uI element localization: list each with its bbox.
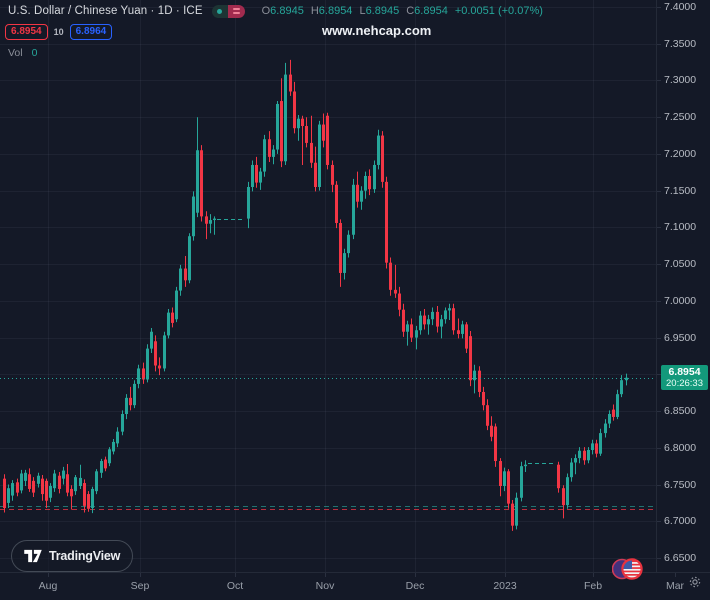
month-label: Aug [38, 580, 58, 592]
ohlc-low: L6.8945 [359, 5, 400, 17]
chart-legend: U.S. Dollar / Chinese Yuan · 1D · ICE O6… [8, 4, 543, 18]
price-tick [657, 485, 661, 486]
tradingview-logo-icon [24, 549, 42, 563]
candles [3, 59, 628, 531]
month-label: Nov [315, 580, 335, 592]
time-axis[interactable]: Aug Sep Oct Nov Dec 2023 Feb Mar [0, 572, 710, 600]
last-price-value: 6.8954 [668, 366, 701, 378]
price-axis[interactable]: 6.8954 20:26:33 7.4000 7.3500 7.3000 7.2500… [656, 0, 710, 572]
volume-row: Vol 0 [8, 47, 37, 59]
price-tick [657, 117, 661, 118]
price-label: 7.2000 [664, 148, 697, 160]
month-label: 2023 [493, 580, 517, 592]
price-label: 7.3500 [664, 38, 697, 50]
month-label: Mar [665, 580, 685, 592]
ohlc-close: C6.8954 [406, 5, 448, 17]
price-tick [657, 411, 661, 412]
last-price-badge[interactable]: 6.8954 20:26:33 [661, 365, 708, 390]
ask-price-box[interactable]: 6.8964 [69, 24, 113, 40]
price-label: 7.4000 [664, 1, 697, 13]
settings-gear-icon[interactable] [688, 575, 702, 589]
price-label: 7.1500 [664, 185, 697, 197]
price-tick [657, 521, 661, 522]
price-label: 6.9500 [664, 332, 697, 344]
tradingview-logo[interactable]: TradingView [11, 540, 134, 572]
countdown-timer: 20:26:33 [666, 378, 703, 389]
tradingview-logo-text: TradingView [49, 549, 121, 563]
watermark: www.nehcap.com [322, 23, 432, 38]
time-tick [593, 573, 594, 577]
ohlc-values: O6.8945 H6.8954 L6.8945 C6.8954 +0.0051 … [255, 5, 543, 17]
time-tick [415, 573, 416, 577]
spread-value: 10 [53, 27, 64, 37]
price-tick [657, 7, 661, 8]
time-tick [48, 573, 49, 577]
price-tick [657, 44, 661, 45]
price-tick [657, 448, 661, 449]
time-tick [675, 573, 676, 577]
month-label: Feb [583, 580, 603, 592]
price-tick [657, 191, 661, 192]
time-tick [140, 573, 141, 577]
month-label: Dec [405, 580, 425, 592]
price-label: 7.0000 [664, 295, 697, 307]
price-tick [657, 154, 661, 155]
time-tick [325, 573, 326, 577]
status-pause-icon [227, 4, 245, 18]
ohlc-open: O6.8945 [261, 5, 304, 17]
price-change: +0.0051 (+0.07%) [454, 5, 543, 17]
time-tick [505, 573, 506, 577]
time-tick [235, 573, 236, 577]
price-tick [657, 227, 661, 228]
ohlc-high: H6.8954 [310, 5, 353, 17]
symbol-title[interactable]: U.S. Dollar / Chinese Yuan · 1D · ICE [8, 5, 203, 17]
month-label: Sep [130, 580, 150, 592]
chart-canvas[interactable]: U.S. Dollar / Chinese Yuan · 1D · ICE O6… [0, 0, 656, 580]
volume-label[interactable]: Vol [8, 47, 23, 59]
price-tick [657, 558, 661, 559]
status-dot-icon [211, 4, 228, 18]
candlestick-plot[interactable] [0, 0, 656, 572]
price-label: 6.8500 [664, 405, 697, 417]
price-label: 7.3000 [664, 74, 697, 86]
price-label: 6.7500 [664, 479, 697, 491]
price-label: 7.1000 [664, 221, 697, 233]
price-label: 6.7000 [664, 515, 697, 527]
price-tick [657, 374, 661, 375]
price-tick [657, 338, 661, 339]
price-label: 6.6500 [664, 552, 697, 564]
bid-price-box[interactable]: 6.8954 [5, 24, 48, 40]
price-label: 7.2500 [664, 111, 697, 123]
month-label: Oct [226, 580, 244, 592]
price-tick [657, 264, 661, 265]
currency-pair-flags-icon [612, 558, 643, 580]
price-label: 7.0500 [664, 258, 697, 270]
market-status-toggle[interactable] [211, 4, 245, 18]
price-tick [657, 301, 661, 302]
price-tick [657, 80, 661, 81]
price-label: 6.8000 [664, 442, 697, 454]
bid-ask-row: 6.8954 10 6.8964 [5, 24, 113, 40]
volume-value: 0 [31, 47, 38, 59]
